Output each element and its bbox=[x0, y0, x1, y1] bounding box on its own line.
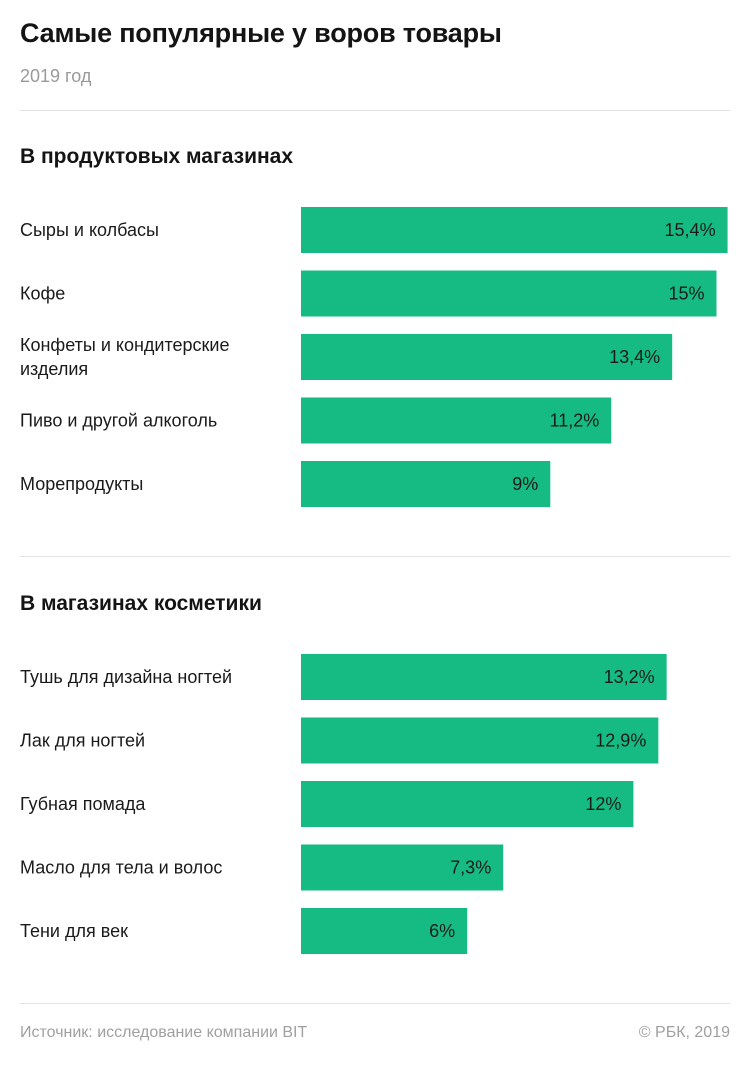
value-label: 15,4% bbox=[665, 220, 716, 240]
category-label: Тени для век bbox=[20, 921, 128, 941]
category-label: Тушь для дизайна ногтей bbox=[20, 667, 232, 687]
value-label: 12,9% bbox=[595, 731, 646, 751]
chart-title: Самые популярные у воров товары bbox=[20, 18, 502, 48]
category-label-line: Лак для ногтей bbox=[20, 731, 145, 751]
value-label: 7,3% bbox=[450, 858, 491, 878]
value-label: 6% bbox=[429, 921, 455, 941]
section-divider bbox=[20, 556, 730, 557]
category-label-line: изделия bbox=[20, 359, 88, 379]
bar bbox=[301, 844, 504, 891]
bar bbox=[301, 397, 612, 444]
section-title-grocery: В продуктовых магазинах bbox=[20, 145, 294, 168]
category-label: Губная помада bbox=[20, 794, 146, 814]
copyright-note: © РБК, 2019 bbox=[638, 1024, 730, 1041]
category-label-line: Тени для век bbox=[20, 921, 128, 941]
value-label: 15% bbox=[668, 284, 704, 304]
category-label: Морепродукты bbox=[20, 474, 143, 494]
value-label: 13,2% bbox=[604, 667, 655, 687]
grocery-bar-chart: Сыры и колбасы 15,4% Кофе 15% Конфеты и конд… bbox=[20, 207, 728, 507]
bar bbox=[301, 908, 468, 954]
category-label: Конфеты и кондитерские изделия bbox=[20, 335, 230, 379]
category-label-line: Губная помада bbox=[20, 794, 146, 814]
value-label: 11,2% bbox=[550, 411, 600, 431]
category-label: Масло для тела и волос bbox=[20, 858, 222, 878]
header-divider bbox=[20, 110, 730, 111]
value-label: 9% bbox=[512, 474, 538, 494]
category-label-line: Кофе bbox=[20, 284, 65, 304]
bar bbox=[301, 207, 728, 253]
category-label: Сыры и колбасы bbox=[20, 220, 159, 240]
bar bbox=[301, 654, 667, 700]
bar bbox=[301, 717, 659, 764]
category-label: Пиво и другой алкоголь bbox=[20, 411, 217, 431]
category-label-line: Пиво и другой алкоголь bbox=[20, 411, 217, 431]
value-label: 12% bbox=[585, 794, 621, 814]
category-label-line: Сыры и колбасы bbox=[20, 220, 159, 240]
value-label: 13,4% bbox=[609, 347, 660, 367]
category-label: Кофе bbox=[20, 284, 65, 304]
category-label-line: Тушь для дизайна ногтей bbox=[20, 667, 232, 687]
section-title-cosmetics: В магазинах косметики bbox=[20, 592, 262, 615]
cosmetics-bar-chart: Тушь для дизайна ногтей 13,2% Лак для ногт… bbox=[20, 654, 667, 954]
bar bbox=[301, 461, 551, 507]
category-label-line: Морепродукты bbox=[20, 474, 143, 494]
bar bbox=[301, 270, 717, 317]
bar bbox=[301, 334, 673, 380]
category-label-line: Конфеты и кондитерские bbox=[20, 335, 230, 355]
category-label-line: Масло для тела и волос bbox=[20, 858, 222, 878]
chart-subtitle: 2019 год bbox=[20, 66, 92, 86]
footer-divider bbox=[20, 1003, 730, 1004]
category-label: Лак для ногтей bbox=[20, 731, 145, 751]
source-note: Источник: исследование компании BIT bbox=[20, 1024, 308, 1041]
bar bbox=[301, 781, 634, 827]
